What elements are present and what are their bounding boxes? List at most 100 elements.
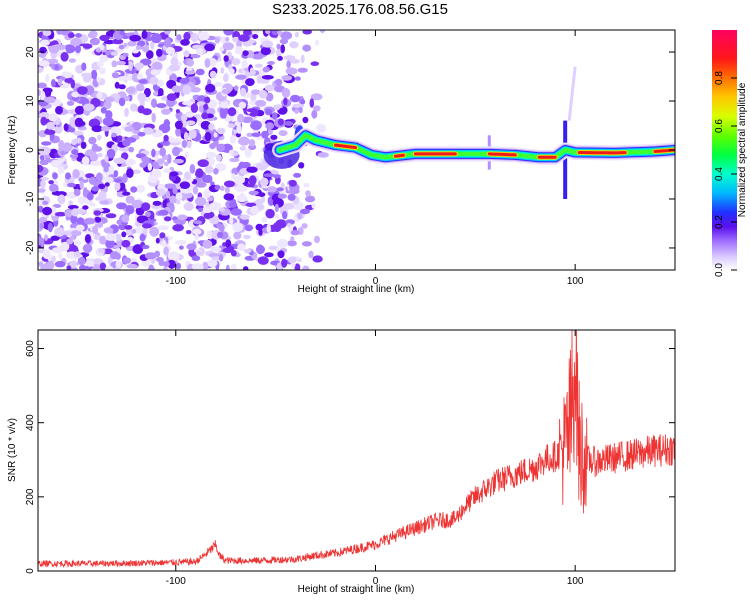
noise-speck <box>73 188 81 197</box>
noise-speck <box>289 94 301 103</box>
colorbar-tick-label: 0.0 <box>714 263 725 277</box>
noise-speck <box>196 250 201 257</box>
noise-speck <box>67 205 79 210</box>
noise-speck <box>172 224 184 232</box>
noise-speck <box>236 194 248 203</box>
noise-speck <box>238 136 250 146</box>
noise-speck <box>243 249 252 254</box>
noise-speck <box>60 150 66 155</box>
noise-speck <box>275 48 282 57</box>
noise-speck <box>96 91 103 100</box>
noise-speck <box>230 208 242 216</box>
noise-speck <box>251 132 262 137</box>
noise-speck <box>104 96 115 103</box>
noise-speck <box>175 192 183 201</box>
noise-speck <box>119 30 125 36</box>
y-tick-label: -20 <box>25 240 36 255</box>
noise-speck <box>39 222 44 230</box>
noise-speck <box>300 54 305 64</box>
noise-speck <box>110 51 119 56</box>
noise-speck <box>209 143 216 150</box>
noise-speck <box>195 181 207 188</box>
noise-speck <box>302 265 310 270</box>
noise-speck <box>200 120 211 130</box>
noise-speck <box>234 85 239 91</box>
noise-speck <box>70 37 82 47</box>
noise-speck <box>81 72 92 78</box>
noise-speck <box>136 83 145 92</box>
noise-speck <box>195 68 205 76</box>
noise-speck <box>38 205 44 213</box>
noise-speck <box>184 171 191 180</box>
noise-speck <box>169 171 179 177</box>
noise-speck <box>270 134 278 140</box>
noise-speck <box>260 47 271 56</box>
noise-speck <box>255 198 264 206</box>
noise-speck <box>197 207 204 212</box>
noise-speck <box>204 43 216 52</box>
noise-speck <box>216 127 226 135</box>
noise-speck <box>174 120 183 130</box>
noise-speck <box>206 211 215 219</box>
noise-speck <box>190 32 199 43</box>
noise-speck <box>248 139 256 147</box>
y-tick-label: -10 <box>25 191 36 206</box>
x-tick-label: -100 <box>166 276 186 287</box>
noise-speck <box>137 92 147 103</box>
noise-speck <box>61 30 70 36</box>
noise-speck <box>314 235 320 244</box>
ridge-core-red <box>487 152 517 157</box>
noise-speck <box>214 37 220 44</box>
noise-speck <box>272 174 281 179</box>
noise-speck <box>276 187 284 192</box>
noise-speck <box>39 155 45 161</box>
ridge-core-red <box>334 143 357 150</box>
noise-speck <box>106 148 116 159</box>
noise-speck <box>63 44 76 54</box>
noise-speck <box>149 76 159 85</box>
noise-speck <box>49 183 58 193</box>
noise-speck <box>208 123 215 131</box>
noise-speck <box>219 106 229 116</box>
noise-speck <box>250 89 261 95</box>
noise-speck <box>38 82 47 89</box>
noise-speck <box>213 81 223 87</box>
noise-speck <box>185 70 196 75</box>
noise-speck <box>163 266 168 270</box>
noise-speck <box>154 250 161 258</box>
noise-speck <box>71 230 82 237</box>
noise-speck <box>127 40 137 47</box>
noise-speck <box>99 34 110 42</box>
noise-speck <box>144 211 151 218</box>
noise-speck <box>167 251 180 261</box>
noise-speck <box>314 39 320 46</box>
noise-speck <box>70 79 76 89</box>
noise-speck <box>111 38 124 45</box>
y-tick-label: 20 <box>25 46 36 58</box>
noise-speck <box>152 91 159 96</box>
noise-speck <box>181 140 188 148</box>
noise-speck <box>105 233 117 241</box>
noise-speck <box>65 172 71 180</box>
noise-speck <box>246 132 254 137</box>
noise-speck <box>310 61 320 66</box>
noise-speck <box>185 230 192 235</box>
noise-speck <box>38 188 46 193</box>
noise-speck <box>204 165 214 174</box>
noise-speck <box>162 261 170 267</box>
noise-speck <box>177 214 188 221</box>
noise-speck <box>95 47 102 53</box>
noise-speck <box>77 196 87 205</box>
noise-speck <box>99 54 109 62</box>
noise-speck <box>171 53 179 59</box>
noise-speck <box>75 224 85 232</box>
noise-speck <box>108 228 113 235</box>
noise-speck <box>213 132 218 138</box>
noise-speck <box>94 216 102 223</box>
noise-speck <box>151 98 157 108</box>
noise-speck <box>99 235 107 245</box>
noise-speck <box>286 223 292 228</box>
colorbar-tick-label: 0.6 <box>714 119 725 133</box>
noise-speck <box>248 190 259 196</box>
